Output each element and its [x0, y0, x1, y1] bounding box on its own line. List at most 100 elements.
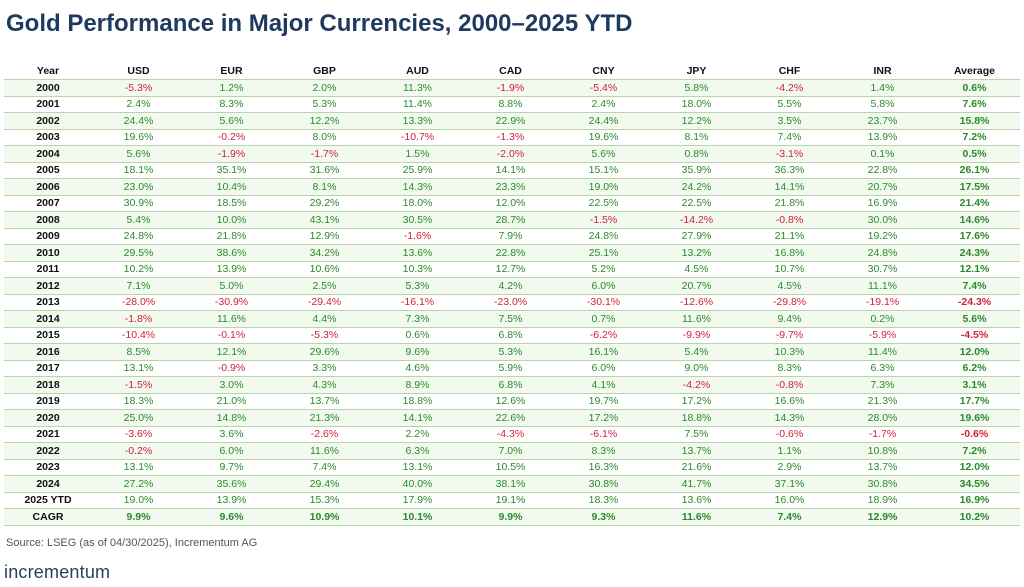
value-cell-inr: 18.9%	[836, 492, 929, 509]
value-cell-usd: 7.1%	[92, 277, 185, 295]
value-cell-gbp: 43.1%	[278, 211, 371, 229]
value-cell-gbp: 10.6%	[278, 261, 371, 278]
value-cell-eur: 14.8%	[185, 409, 278, 427]
value-cell-eur: 10.4%	[185, 178, 278, 196]
value-cell-eur: -0.1%	[185, 327, 278, 344]
value-cell-average: 12.0%	[929, 343, 1020, 361]
value-cell-gbp: -5.3%	[278, 327, 371, 344]
value-cell-cny: 19.0%	[557, 178, 650, 196]
value-cell-usd: -1.5%	[92, 376, 185, 394]
value-cell-eur: 21.0%	[185, 393, 278, 410]
value-cell-jpy: 41.7%	[650, 475, 743, 493]
table-row: 2009 24.8% 21.8% 12.9% -1.6% 7.9% 24.8% 27.9% 21…	[4, 228, 1020, 245]
value-cell-usd: -10.4%	[92, 327, 185, 344]
value-cell-cny: 30.8%	[557, 475, 650, 493]
value-cell-gbp: -2.6%	[278, 426, 371, 443]
value-cell-aud: 18.0%	[371, 195, 464, 212]
year-cell: 2022	[4, 442, 92, 460]
value-cell-gbp: 8.0%	[278, 129, 371, 146]
value-cell-jpy: 20.7%	[650, 277, 743, 295]
value-cell-cny: 6.0%	[557, 360, 650, 377]
value-cell-inr: 23.7%	[836, 112, 929, 130]
value-cell-cad: 19.1%	[464, 492, 557, 509]
value-cell-cny: -30.1%	[557, 294, 650, 311]
value-cell-jpy: 4.5%	[650, 261, 743, 278]
value-cell-usd: 24.8%	[92, 228, 185, 245]
year-cell: 2014	[4, 310, 92, 328]
value-cell-cny: 19.6%	[557, 129, 650, 146]
value-cell-inr: 28.0%	[836, 409, 929, 427]
value-cell-chf: 7.4%	[743, 129, 836, 146]
value-cell-usd: 9.9%	[92, 508, 185, 526]
value-cell-average: 15.8%	[929, 112, 1020, 130]
value-cell-cny: -1.5%	[557, 211, 650, 229]
value-cell-average: 6.2%	[929, 360, 1020, 377]
value-cell-average: 17.7%	[929, 393, 1020, 410]
value-cell-usd: 29.5%	[92, 244, 185, 262]
value-cell-eur: 9.6%	[185, 508, 278, 526]
table-row: 2002 24.4% 5.6% 12.2% 13.3% 22.9% 24.4% 12.2% 3.…	[4, 112, 1020, 130]
value-cell-chf: 10.3%	[743, 343, 836, 361]
value-cell-cad: 7.9%	[464, 228, 557, 245]
year-cell: 2025 YTD	[4, 492, 92, 509]
value-cell-usd: -3.6%	[92, 426, 185, 443]
value-cell-gbp: 13.7%	[278, 393, 371, 410]
year-cell: 2011	[4, 261, 92, 278]
value-cell-average: 16.9%	[929, 492, 1020, 509]
year-cell: 2009	[4, 228, 92, 245]
value-cell-jpy: 8.1%	[650, 129, 743, 146]
value-cell-jpy: 13.6%	[650, 492, 743, 509]
value-cell-inr: 11.1%	[836, 277, 929, 295]
value-cell-usd: 19.0%	[92, 492, 185, 509]
value-cell-chf: 16.8%	[743, 244, 836, 262]
value-cell-aud: 0.6%	[371, 327, 464, 344]
value-cell-cad: 4.2%	[464, 277, 557, 295]
value-cell-eur: 9.7%	[185, 459, 278, 476]
performance-table: Year USD EUR GBP AUD CAD CNY JPY CHF INR Average 2…	[4, 62, 1020, 526]
value-cell-cny: 24.4%	[557, 112, 650, 130]
year-cell: 2003	[4, 129, 92, 146]
value-cell-cad: 22.6%	[464, 409, 557, 427]
value-cell-cny: 5.6%	[557, 145, 650, 163]
value-cell-cny: 25.1%	[557, 244, 650, 262]
value-cell-eur: 1.2%	[185, 79, 278, 97]
value-cell-gbp: -29.4%	[278, 294, 371, 311]
value-cell-average: 3.1%	[929, 376, 1020, 394]
value-cell-jpy: 5.8%	[650, 79, 743, 97]
value-cell-chf: 9.4%	[743, 310, 836, 328]
value-cell-aud: 17.9%	[371, 492, 464, 509]
year-cell: 2008	[4, 211, 92, 229]
value-cell-jpy: 18.8%	[650, 409, 743, 427]
value-cell-gbp: 3.3%	[278, 360, 371, 377]
value-cell-jpy: -12.6%	[650, 294, 743, 311]
value-cell-usd: -0.2%	[92, 442, 185, 460]
year-cell: 2007	[4, 195, 92, 212]
value-cell-chf: 16.0%	[743, 492, 836, 509]
value-cell-cad: 10.5%	[464, 459, 557, 476]
value-cell-eur: 3.6%	[185, 426, 278, 443]
value-cell-cad: 5.3%	[464, 343, 557, 361]
year-cell: CAGR	[4, 508, 92, 526]
value-cell-aud: 40.0%	[371, 475, 464, 493]
value-cell-average: -0.6%	[929, 426, 1020, 443]
page-title: Gold Performance in Major Currencies, 20…	[6, 10, 633, 37]
value-cell-aud: 13.1%	[371, 459, 464, 476]
value-cell-cny: -5.4%	[557, 79, 650, 97]
value-cell-usd: -5.3%	[92, 79, 185, 97]
value-cell-aud: 13.3%	[371, 112, 464, 130]
table-row: 2017 13.1% -0.9% 3.3% 4.6% 5.9% 6.0% 9.0% 8.3% 6.…	[4, 360, 1020, 377]
value-cell-eur: -0.9%	[185, 360, 278, 377]
value-cell-chf: 5.5%	[743, 96, 836, 113]
table-row: 2016 8.5% 12.1% 29.6% 9.6% 5.3% 16.1% 5.4% 10.3%…	[4, 343, 1020, 361]
value-cell-usd: 5.6%	[92, 145, 185, 163]
value-cell-average: 34.5%	[929, 475, 1020, 493]
value-cell-cad: 7.5%	[464, 310, 557, 328]
value-cell-gbp: 2.5%	[278, 277, 371, 295]
value-cell-inr: 24.8%	[836, 244, 929, 262]
value-cell-usd: 18.1%	[92, 162, 185, 179]
incrementum-logo: incrementum	[4, 562, 111, 582]
year-cell: 2020	[4, 409, 92, 427]
value-cell-average: 7.2%	[929, 442, 1020, 460]
value-cell-cny: 17.2%	[557, 409, 650, 427]
value-cell-cad: 22.8%	[464, 244, 557, 262]
